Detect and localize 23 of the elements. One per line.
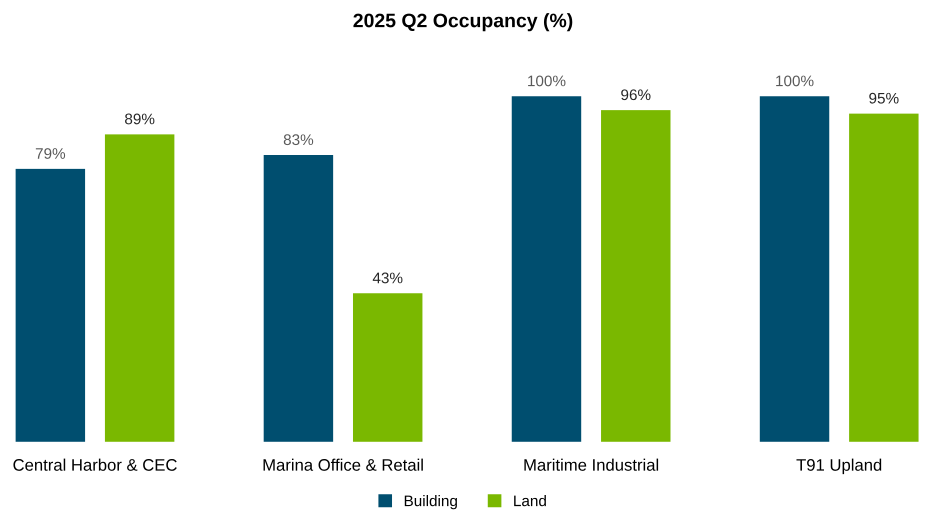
x-tick-label: T91 Upland — [796, 458, 882, 474]
bar — [104, 134, 174, 442]
bar — [16, 168, 86, 442]
data-label: 43% — [372, 272, 402, 284]
data-label: 100% — [776, 76, 814, 86]
data-label: 89% — [125, 114, 154, 124]
bar — [849, 114, 919, 442]
data-label: 100% — [528, 76, 566, 86]
x-tick-label: Marina Office & Retail — [264, 458, 423, 471]
legend-label: Building — [404, 495, 457, 510]
x-tick-label: Central Harbor & CEC — [13, 458, 177, 471]
bar — [264, 155, 334, 442]
bar — [760, 96, 830, 442]
bar — [601, 110, 670, 442]
legend-label: Land — [514, 495, 546, 506]
data-label: 79% — [36, 148, 66, 159]
data-label: 96% — [621, 89, 651, 100]
data-label: 95% — [869, 92, 899, 104]
chart-title: 2025 Q2 Occupancy (%) — [353, 13, 572, 32]
bar — [512, 96, 582, 442]
data-label: 83% — [284, 134, 314, 146]
x-tick-label: Maritime Industrial — [524, 458, 658, 471]
bar — [352, 293, 422, 442]
